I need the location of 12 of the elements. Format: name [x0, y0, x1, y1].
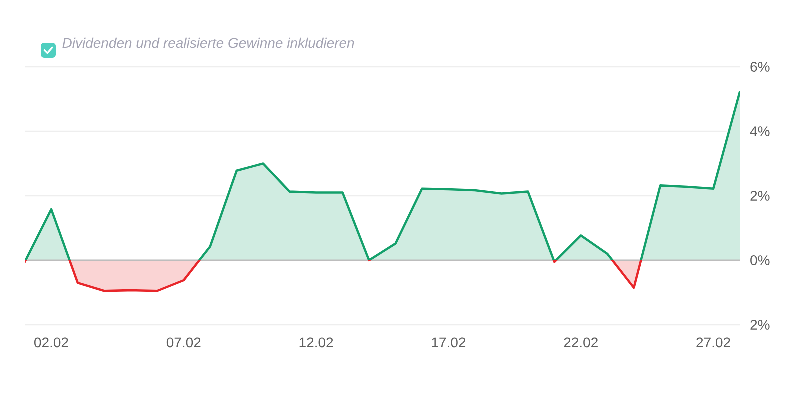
x-tick-label: 22.02 [564, 338, 598, 348]
x-tick-label: 17.02 [432, 338, 466, 348]
y-tick-label: 4% [750, 126, 770, 136]
x-tick-label: 12.02 [300, 338, 334, 348]
y-tick-label: 2% [750, 191, 770, 201]
y-tick-label: 2% [750, 320, 770, 330]
y-tick-label: 0% [750, 256, 770, 266]
x-tick-label: 27.02 [696, 338, 730, 348]
y-tick-label: 6% [750, 62, 770, 72]
x-tick-label: 07.02 [166, 338, 201, 348]
text: Dividenden und realisierte Gewinne inkludieren [62, 38, 354, 48]
x-tick-label: 02.02 [34, 338, 68, 348]
